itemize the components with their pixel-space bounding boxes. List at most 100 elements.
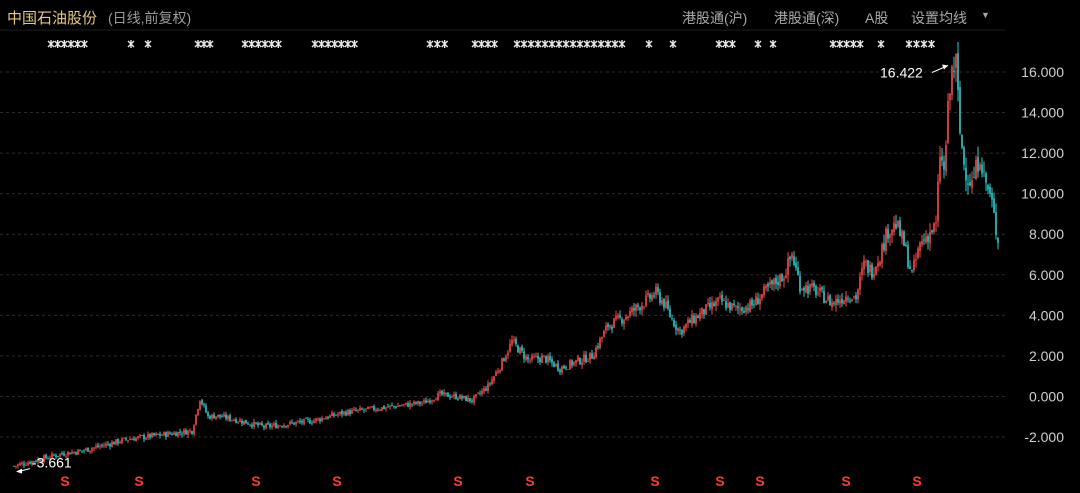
candle	[809, 283, 811, 296]
candle	[93, 447, 95, 452]
candle	[831, 298, 833, 311]
candle	[27, 460, 29, 466]
candle	[577, 354, 579, 362]
event-marker-5: S	[525, 473, 534, 489]
candle	[555, 363, 557, 368]
candle	[549, 352, 551, 363]
candle	[477, 392, 479, 395]
candle	[841, 293, 843, 308]
candle	[381, 407, 383, 412]
candle	[591, 349, 593, 360]
candle	[633, 302, 635, 317]
candle	[499, 369, 501, 374]
ma-legend-redacted-9	[645, 40, 653, 48]
hk-connect-sz-link[interactable]: 港股通(深)	[774, 10, 840, 26]
a-share-link[interactable]: A股	[865, 10, 889, 26]
candle	[63, 450, 65, 457]
candle	[329, 414, 331, 419]
candle	[879, 260, 881, 267]
candle	[217, 414, 219, 419]
candle	[283, 423, 285, 428]
candle	[807, 280, 809, 298]
candle	[43, 454, 45, 464]
candle	[261, 420, 263, 427]
set-moving-average-button[interactable]: 设置均线	[911, 10, 967, 26]
candle	[29, 460, 31, 465]
candle	[637, 302, 639, 311]
candle	[973, 166, 975, 179]
candle	[323, 418, 325, 420]
candle	[425, 397, 427, 404]
candle	[277, 424, 279, 429]
candle	[991, 187, 993, 208]
candle	[575, 359, 577, 367]
candle	[767, 281, 769, 292]
candle	[491, 376, 493, 386]
candle	[881, 242, 883, 269]
candle	[619, 310, 621, 320]
hk-connect-sh-link[interactable]: 港股通(沪)	[682, 10, 748, 26]
candle	[755, 292, 757, 306]
moving-average-legend-row	[47, 40, 935, 48]
event-marker-9: S	[841, 473, 850, 489]
candle	[811, 279, 813, 289]
candle	[235, 417, 237, 424]
candle	[631, 305, 633, 315]
candle	[411, 403, 413, 408]
candle	[179, 428, 181, 436]
candle	[683, 325, 685, 337]
candle	[383, 404, 385, 410]
candle	[747, 303, 749, 314]
candle	[155, 431, 157, 437]
candle	[801, 287, 803, 291]
candle	[553, 361, 555, 368]
candle	[673, 318, 675, 328]
candle	[171, 432, 173, 436]
candle	[437, 390, 439, 401]
candle	[361, 407, 363, 411]
candle	[787, 252, 789, 283]
ma-legend-redacted-2	[144, 40, 152, 48]
event-marker-7: S	[715, 473, 724, 489]
max-value-label: 16.422	[880, 64, 923, 80]
candle	[91, 446, 93, 454]
y-tick-label-2: 12.000	[1021, 145, 1064, 161]
candle	[25, 462, 27, 467]
candle	[821, 286, 823, 293]
candle	[943, 155, 945, 179]
y-axis-labels: 16.000 14.000 12.000 10.000 8.000 6.000 4.000 2…	[1021, 64, 1064, 445]
candle	[103, 442, 105, 448]
chevron-down-icon[interactable]: ▼	[981, 10, 990, 20]
ma-legend-redacted-10	[669, 40, 677, 48]
candle	[145, 437, 147, 440]
candle	[341, 409, 343, 418]
candle	[707, 298, 709, 307]
candle	[501, 357, 503, 372]
candle	[955, 53, 957, 82]
candle	[867, 259, 869, 277]
candle	[681, 329, 683, 338]
candle	[537, 352, 539, 364]
candle	[21, 461, 23, 466]
candle	[339, 411, 341, 417]
candle	[933, 222, 935, 235]
candle	[475, 393, 477, 399]
candle	[359, 405, 361, 412]
candle	[701, 307, 703, 319]
candle	[373, 404, 375, 412]
candle	[843, 299, 845, 305]
candle	[799, 271, 801, 295]
candle	[117, 438, 119, 446]
candle	[849, 297, 851, 304]
candle	[651, 292, 653, 302]
candle	[305, 417, 307, 419]
min-value-label: -3.661	[32, 455, 72, 471]
candle	[109, 442, 111, 450]
candle	[979, 162, 981, 172]
candle	[569, 358, 571, 370]
candle	[61, 451, 63, 456]
candle	[47, 456, 49, 460]
event-marker-2: S	[251, 473, 260, 489]
candle	[497, 367, 499, 374]
